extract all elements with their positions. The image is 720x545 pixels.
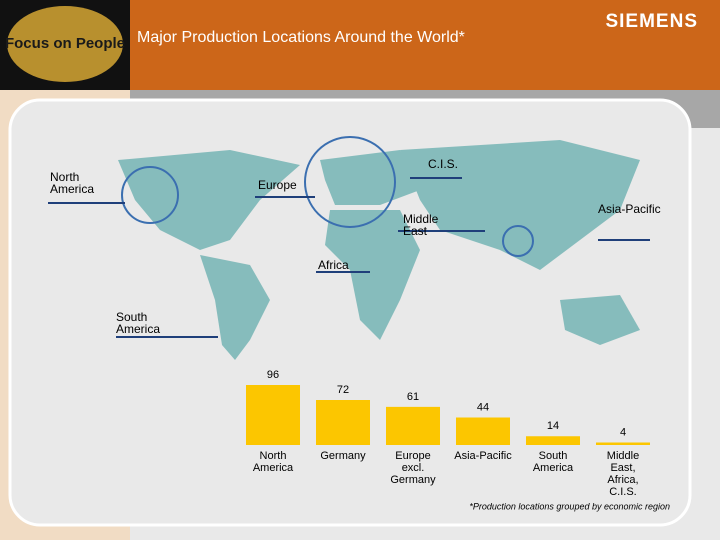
category-label: Germany — [320, 450, 366, 462]
value-label: 44 — [477, 401, 489, 413]
map-australia — [560, 295, 640, 345]
map-south-america — [200, 255, 270, 360]
map-label: Asia-Pacific — [598, 202, 661, 216]
map-north-america — [118, 150, 300, 250]
brand: SIEMENS — [605, 11, 698, 32]
value-label: 14 — [547, 420, 559, 432]
value-label: 96 — [267, 369, 279, 381]
value-label: 4 — [620, 426, 626, 438]
map-label: Africa — [318, 258, 349, 272]
category-label: Middle East, Africa, C.I.S. — [607, 450, 639, 498]
bar — [246, 385, 300, 445]
category-label: Asia-Pacific — [454, 450, 512, 462]
marker-circle — [121, 166, 179, 224]
bar — [456, 417, 510, 445]
map-africa — [325, 210, 420, 340]
world-map — [118, 140, 640, 360]
category-label: Europe excl. Germany — [390, 450, 436, 486]
marker-circle — [304, 136, 396, 228]
map-label: Middle East — [403, 212, 439, 238]
category-label: South America — [533, 450, 574, 474]
markers — [48, 136, 650, 338]
logo-globe — [7, 6, 123, 82]
category-label: North America — [253, 450, 294, 474]
bar — [316, 400, 370, 445]
logo-text: Focus on People — [5, 35, 125, 52]
map-label: C.I.S. — [428, 157, 458, 171]
map-label: North America — [50, 170, 94, 196]
bar — [386, 406, 440, 445]
value-label: 72 — [337, 384, 349, 396]
title: Major Production Locations Around the Wo… — [137, 29, 465, 46]
marker-circle — [502, 225, 534, 257]
map-label: South America — [116, 310, 160, 336]
bar — [526, 436, 580, 445]
footnote: *Production locations grouped by economi… — [469, 501, 670, 511]
value-label: 61 — [407, 391, 419, 403]
bar — [596, 442, 650, 445]
map-asia — [400, 140, 640, 270]
label-lines — [48, 177, 650, 338]
map-label: Europe — [258, 178, 297, 192]
